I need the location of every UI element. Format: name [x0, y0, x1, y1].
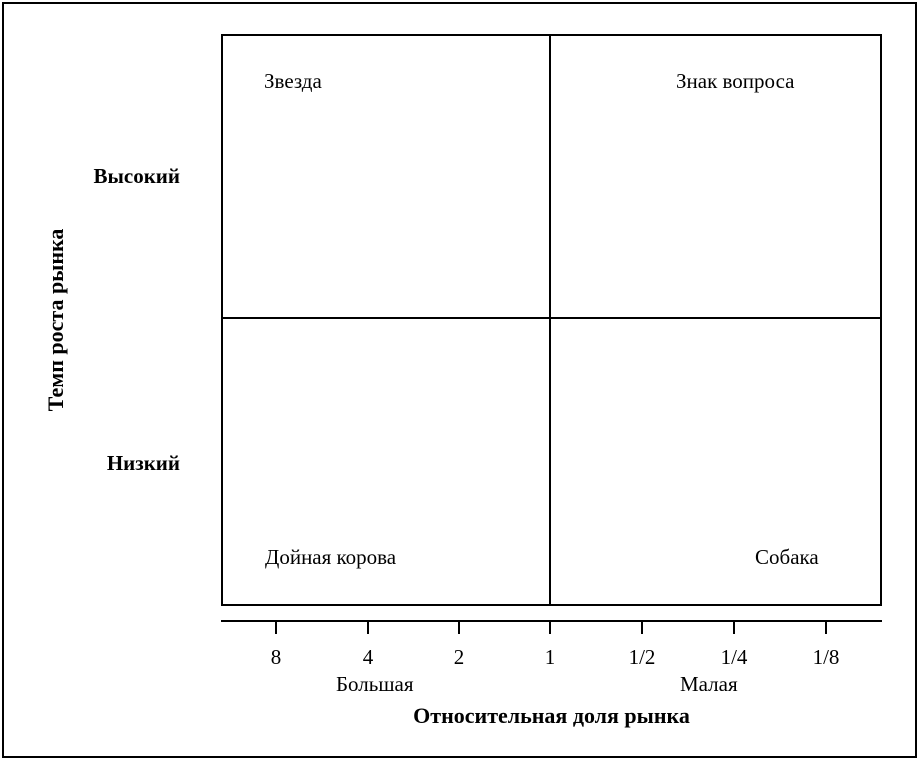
matrix-horizontal-divider: [221, 317, 882, 319]
x-tick-mark: [458, 620, 460, 634]
quadrant-label-star: Звезда: [264, 69, 322, 93]
x-tick-mark: [549, 620, 551, 634]
matrix-vertical-divider: [549, 34, 551, 606]
x-range-small: Малая: [680, 672, 738, 696]
quadrant-label-cash-cow: Дойная корова: [265, 545, 397, 569]
x-range-large: Большая: [336, 672, 414, 696]
x-tick-mark: [825, 620, 827, 634]
quadrant-label-dog: Собака: [755, 545, 819, 569]
x-tick-label: 8: [270, 645, 282, 669]
y-axis-title: Темп роста рынка: [43, 228, 68, 412]
x-axis-line: [221, 620, 882, 622]
y-level-low: Низкий: [106, 451, 180, 475]
x-tick-mark: [367, 620, 369, 634]
quadrant-label-question-mark: Знак вопроса: [676, 69, 795, 93]
y-level-high: Высокий: [93, 164, 180, 188]
x-tick-mark: [733, 620, 735, 634]
x-tick-mark: [275, 620, 277, 634]
x-tick-label: 2: [453, 645, 465, 669]
x-tick-label: 1/8: [812, 645, 840, 669]
x-tick-label: 1: [544, 645, 556, 669]
x-axis-title: Относительная доля рынка: [413, 703, 690, 728]
x-tick-label: 1/4: [720, 645, 748, 669]
x-tick-mark: [641, 620, 643, 634]
x-tick-label: 1/2: [628, 645, 656, 669]
bcg-matrix: [221, 34, 882, 606]
x-tick-label: 4: [362, 645, 374, 669]
